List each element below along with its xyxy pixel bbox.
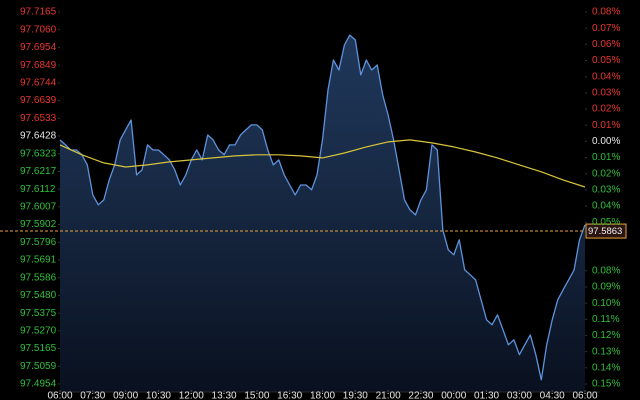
- x-tick-label: 22:30: [408, 391, 433, 400]
- y-tick-label: 97.6217: [20, 166, 57, 177]
- y-tick-label: 97.6323: [20, 148, 57, 159]
- y2-tick-label: 0.05%: [592, 55, 620, 66]
- y-tick-label: 97.5059: [20, 361, 57, 372]
- x-tick-label: 04:30: [540, 391, 565, 400]
- y-tick-label: 97.5691: [20, 255, 57, 266]
- x-tick-label: 18:00: [310, 391, 335, 400]
- y2-tick-label: 0.08%: [592, 265, 620, 276]
- y2-tick-label: 0.12%: [592, 330, 620, 341]
- y2-tick-label: 0.01%: [592, 120, 620, 131]
- y2-tick-label: 0.05%: [592, 217, 620, 228]
- x-tick-label: 06:00: [47, 391, 72, 400]
- x-tick-label: 12:00: [179, 391, 204, 400]
- y-tick-label: 97.6849: [20, 60, 57, 71]
- current-price-label: 97.5863: [588, 226, 622, 237]
- x-tick-label: 13:30: [212, 391, 237, 400]
- y-tick-label: 97.6639: [20, 95, 57, 106]
- y2-tick-label: 0.08%: [592, 7, 620, 18]
- x-tick-label: 01:30: [474, 391, 499, 400]
- x-tick-label: 16:30: [277, 391, 302, 400]
- y2-tick-label: 0.13%: [592, 346, 620, 357]
- average-line: [59, 139, 586, 188]
- y2-tick-label: 0.02%: [592, 104, 620, 115]
- y-tick-label: 97.6007: [20, 201, 57, 212]
- x-tick-label: 06:00: [572, 391, 597, 400]
- y2-tick-label: 0.03%: [592, 88, 620, 99]
- y-tick-label: 97.7060: [20, 24, 57, 35]
- y-tick-label: 97.5586: [20, 272, 57, 283]
- x-tick-label: 15:00: [244, 391, 269, 400]
- current-price-box: [585, 223, 627, 239]
- y-tick-label: 97.7165: [20, 7, 57, 18]
- y-tick-label: 97.5165: [20, 343, 57, 354]
- price-area: [60, 35, 585, 392]
- y-tick-label: 97.5375: [20, 308, 57, 319]
- price-line: [59, 34, 586, 381]
- x-tick-label: 21:00: [376, 391, 401, 400]
- y2-tick-label: 0.03%: [592, 185, 620, 196]
- y-tick-label: 97.6954: [20, 42, 57, 53]
- y2-tick-label: 0.14%: [592, 362, 620, 373]
- y2-tick-label: 0.10%: [592, 298, 620, 309]
- y2-tick-label: 0.09%: [592, 282, 620, 293]
- y2-tick-label: 0.01%: [592, 152, 620, 163]
- y2-tick-label: 0.15%: [592, 379, 620, 390]
- x-tick-label: 03:00: [507, 391, 532, 400]
- y2-tick-label: 0.11%: [592, 314, 620, 325]
- y2-tick-label: 0.06%: [592, 39, 620, 50]
- y-tick-label: 97.5902: [20, 219, 57, 230]
- x-tick-label: 19:30: [343, 391, 368, 400]
- y2-tick-label: 0.04%: [592, 71, 620, 82]
- y-tick-label: 97.5480: [20, 290, 57, 301]
- y-tick-label: 97.6533: [20, 113, 57, 124]
- x-tick-label: 07:30: [80, 391, 105, 400]
- y2-tick-label: 0.00%: [592, 136, 620, 147]
- y-tick-label: 97.6744: [20, 77, 57, 88]
- x-tick-label: 10:30: [146, 391, 171, 400]
- y-tick-label: 97.5796: [20, 237, 57, 248]
- y2-tick-label: 0.04%: [592, 201, 620, 212]
- y-tick-label: 97.6112: [20, 184, 56, 195]
- y-tick-label: 97.4954: [20, 379, 57, 390]
- x-tick-label: 09:00: [113, 391, 138, 400]
- y2-tick-label: 0.07%: [592, 23, 620, 34]
- y-tick-label: 97.6428: [20, 131, 57, 142]
- x-tick-label: 00:00: [441, 391, 466, 400]
- y-tick-label: 97.5270: [20, 325, 57, 336]
- y2-tick-label: 0.02%: [592, 168, 620, 179]
